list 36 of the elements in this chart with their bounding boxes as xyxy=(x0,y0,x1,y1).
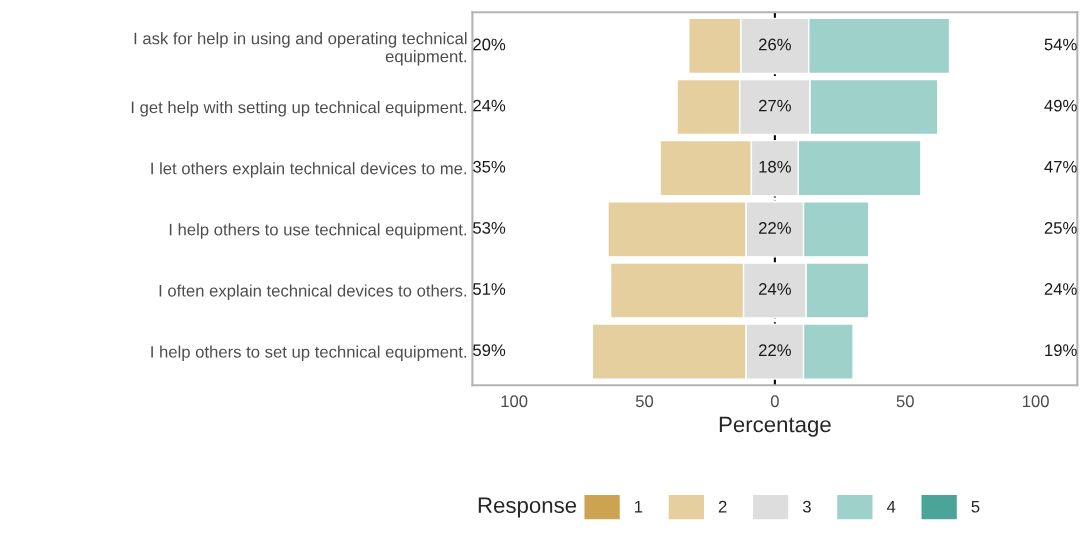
legend-label: 4 xyxy=(886,500,896,513)
data-label: 24% xyxy=(473,99,506,112)
y-tick-label: I ask for help in using and operating technical equipment. xyxy=(134,32,467,66)
x-tick-label: 100 xyxy=(501,395,528,408)
y-tick-label: I often explain technical devices to others. xyxy=(159,284,467,300)
x-tick-label: 0 xyxy=(770,395,779,408)
y-tick-label: I help others to use technical equipment. xyxy=(169,223,467,239)
data-label: 25% xyxy=(1044,221,1077,234)
data-label: 59% xyxy=(473,344,506,357)
legend-label: 2 xyxy=(718,500,727,513)
x-tick-label: 50 xyxy=(896,395,914,408)
data-label: 22% xyxy=(759,344,791,356)
data-label: 53% xyxy=(473,221,506,234)
data-label: 19% xyxy=(1045,344,1077,357)
data-label: 18% xyxy=(759,160,791,173)
data-label: 24% xyxy=(1044,283,1077,295)
data-label: 27% xyxy=(759,99,791,112)
data-label: 47% xyxy=(1044,160,1077,173)
x-tick-label: 100 xyxy=(1022,395,1049,408)
data-label: 35% xyxy=(473,160,506,173)
legend-title: Response xyxy=(478,497,577,518)
data-label: 24% xyxy=(759,283,791,295)
legend-label: 1 xyxy=(635,500,643,513)
legend-label: 3 xyxy=(802,500,811,513)
y-tick-label: I let others explain technical devices to me. xyxy=(151,162,467,178)
data-label: 20% xyxy=(473,38,506,51)
data-label: 54% xyxy=(1044,38,1077,51)
data-label: 51% xyxy=(473,283,506,295)
legend-label: 5 xyxy=(971,500,980,513)
y-tick-label: I get help with setting up technical equipment. xyxy=(131,101,467,117)
y-tick-label: I help others to set up technical equipment. xyxy=(151,345,467,362)
data-label: 26% xyxy=(759,38,791,51)
x-tick-label: 50 xyxy=(635,395,654,408)
data-label: 49% xyxy=(1044,99,1077,112)
x-axis-title: Percentage xyxy=(719,416,831,437)
data-label: 22% xyxy=(759,221,791,234)
